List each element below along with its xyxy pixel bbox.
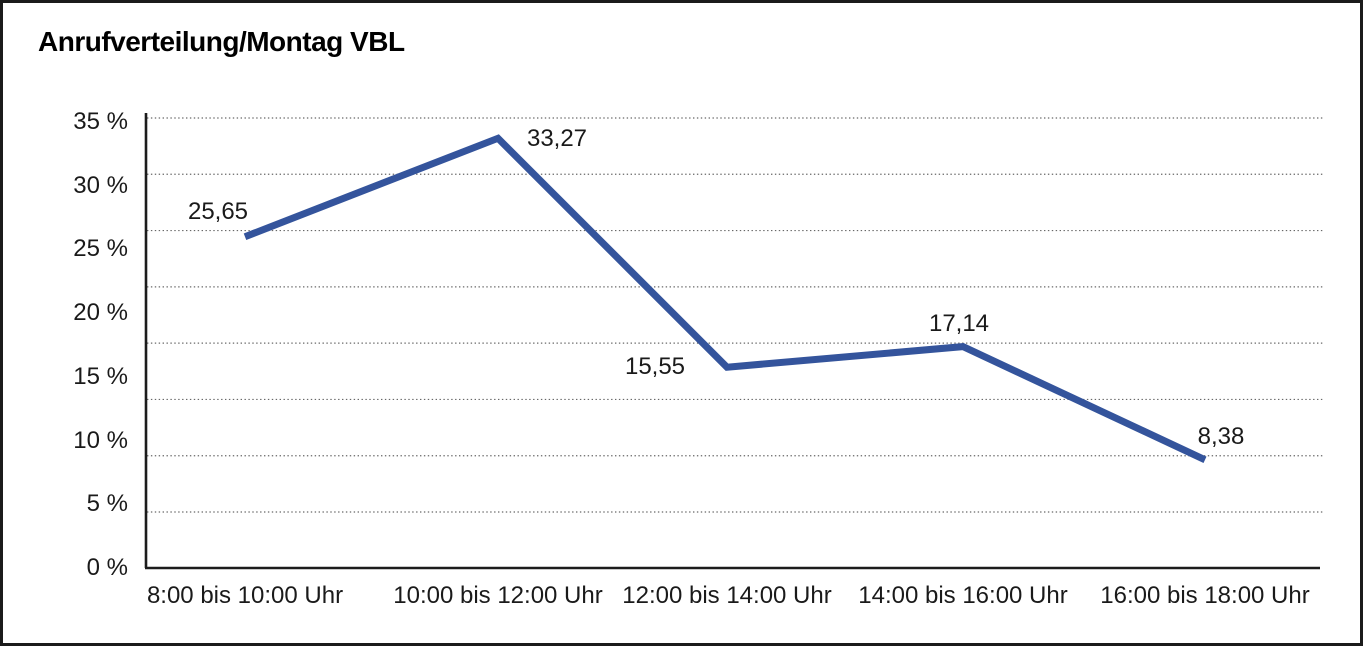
x-axis-tick-label: 14:00 bis 16:00 Uhr bbox=[858, 582, 1068, 609]
y-axis-tick-label: 0 % bbox=[86, 553, 128, 581]
x-axis-tick-label: 16:00 bis 18:00 Uhr bbox=[1100, 582, 1310, 609]
x-axis-tick-label: 8:00 bis 10:00 Uhr bbox=[146, 582, 344, 609]
data-point-label: 15,55 bbox=[624, 353, 686, 380]
data-point-label: 8,38 bbox=[1197, 423, 1245, 450]
y-axis-tick-label: 20 % bbox=[73, 299, 128, 327]
y-axis-tick-label: 35 % bbox=[73, 108, 128, 135]
data-line bbox=[243, 134, 1207, 463]
x-axis-tick-label: 12:00 bis 14:00 Uhr bbox=[622, 582, 832, 609]
data-point-label: 17,14 bbox=[928, 310, 990, 337]
x-axis-tick-label: 10:00 bis 12:00 Uhr bbox=[393, 582, 603, 609]
y-axis-tick-label: 10 % bbox=[73, 426, 128, 454]
y-axis-tick-label: 15 % bbox=[73, 362, 128, 390]
data-point-label: 25,65 bbox=[187, 198, 249, 225]
data-point-label: 33,27 bbox=[526, 125, 588, 152]
y-axis-tick-label: 30 % bbox=[73, 171, 128, 199]
chart-title: Anrufverteilung/Montag VBL bbox=[38, 26, 405, 57]
y-axis-tick-label: 5 % bbox=[86, 490, 128, 518]
y-axis-tick-label: 25 % bbox=[73, 235, 128, 263]
